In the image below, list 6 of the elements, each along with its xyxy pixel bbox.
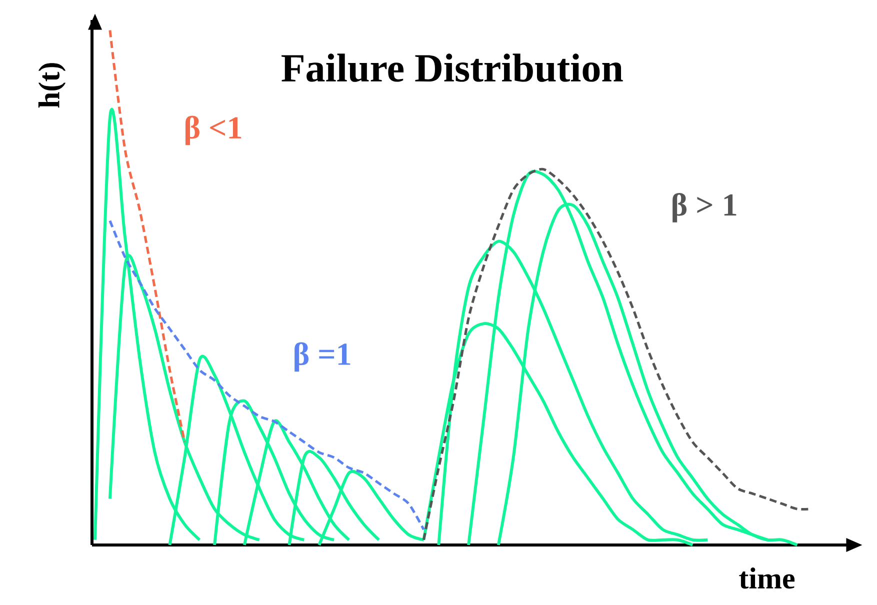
chart-title: Failure Distribution xyxy=(282,54,623,82)
x-axis-title: time xyxy=(739,568,795,589)
series-label: β <1 xyxy=(186,116,242,146)
text: β > 1 xyxy=(672,193,736,222)
series-label: β =1 xyxy=(294,342,350,372)
y-axis-title: h(t) xyxy=(38,63,66,108)
